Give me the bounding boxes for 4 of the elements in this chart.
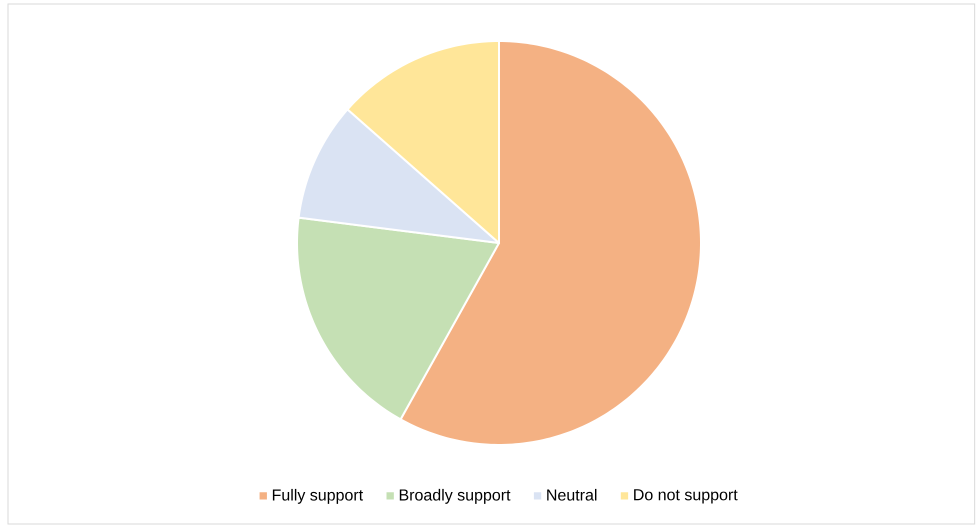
legend-label: Broadly support (400, 488, 510, 504)
legend-label: Neutral (547, 488, 596, 501)
legend-label: Do not support (634, 489, 738, 504)
legend-label: Fully support (272, 488, 364, 504)
